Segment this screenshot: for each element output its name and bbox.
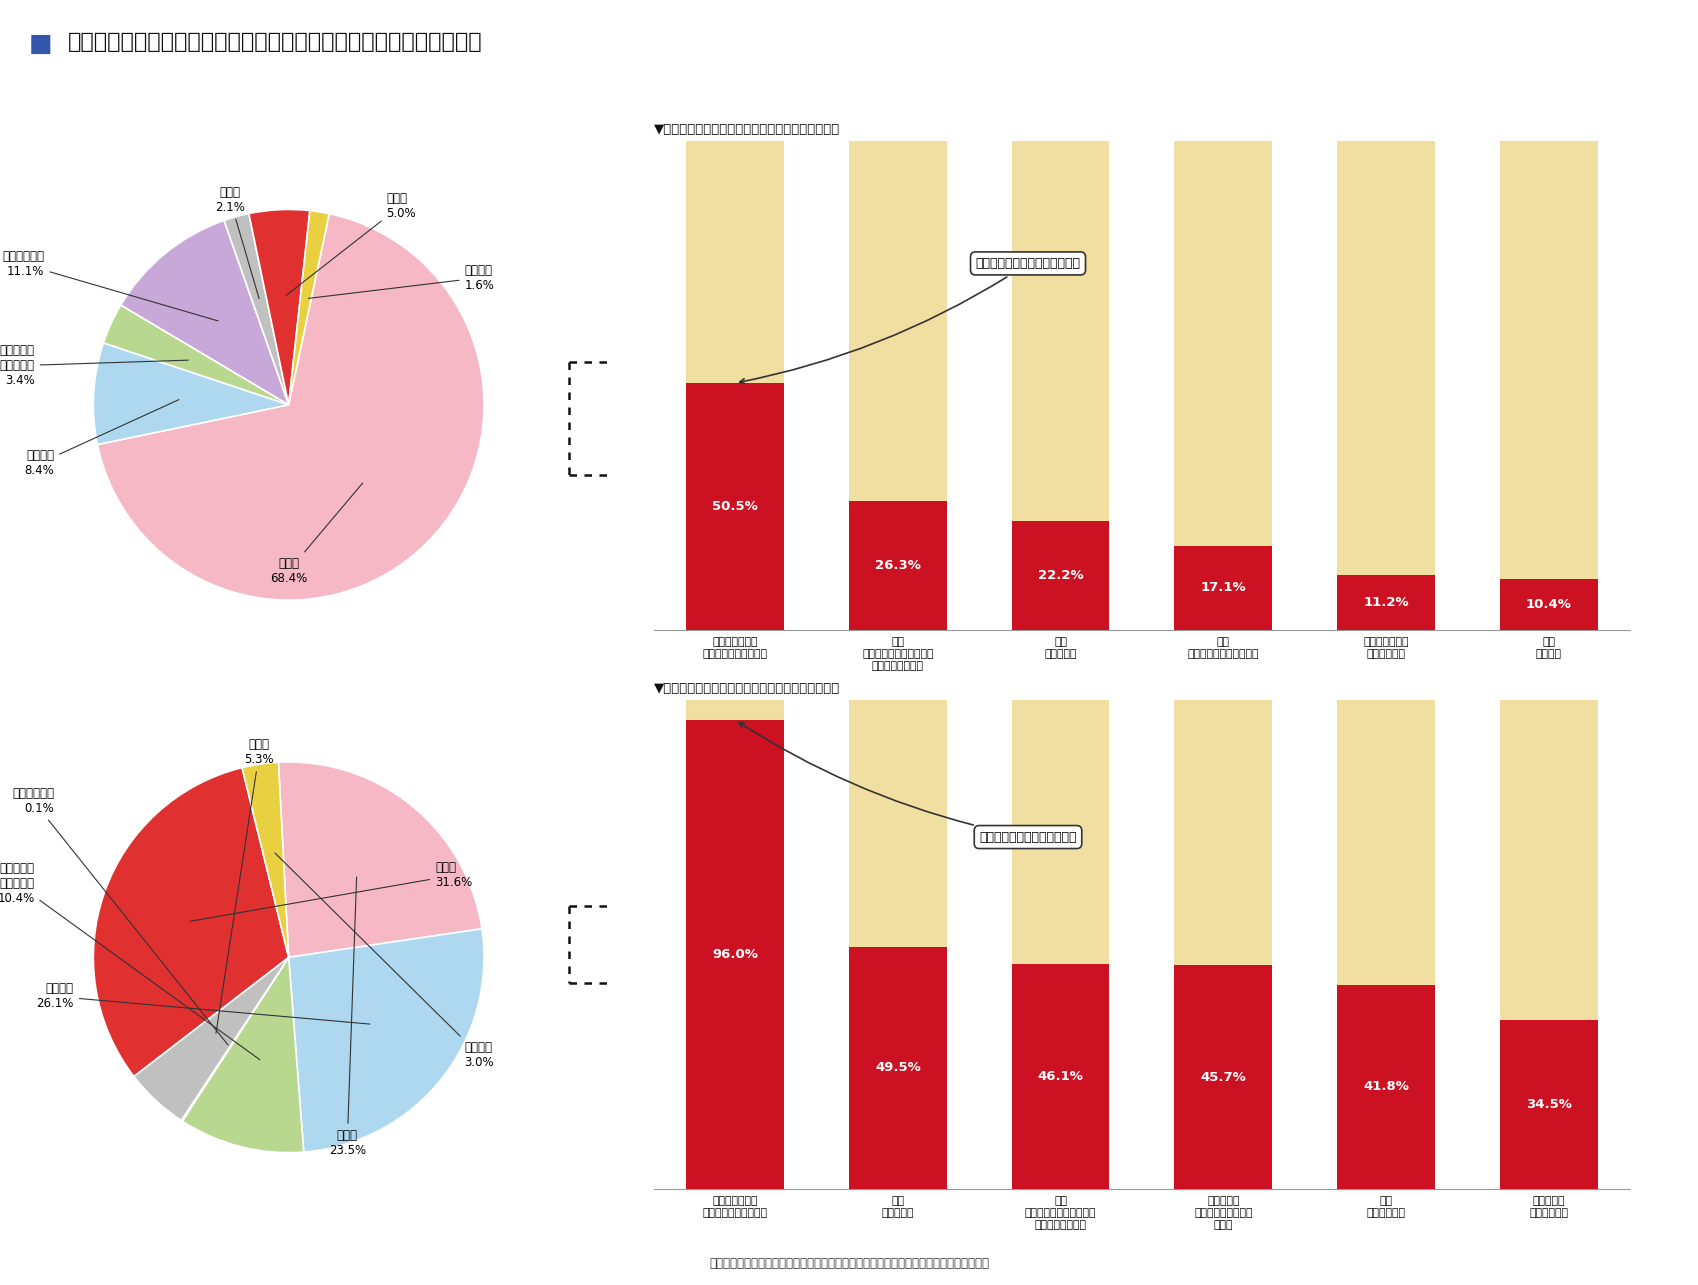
Bar bbox=[1012, 700, 1109, 1189]
Text: 49.5%: 49.5% bbox=[874, 1061, 920, 1074]
Wedge shape bbox=[278, 762, 482, 957]
Bar bbox=[686, 383, 784, 630]
Bar bbox=[849, 700, 947, 1189]
Text: 41.8%: 41.8% bbox=[1363, 1081, 1409, 1094]
Wedge shape bbox=[289, 211, 329, 405]
Text: 高校既卒
8.4%: 高校既卒 8.4% bbox=[24, 400, 178, 477]
Text: 17.1%: 17.1% bbox=[1200, 581, 1246, 595]
Bar bbox=[1175, 700, 1272, 1189]
Bar bbox=[686, 141, 784, 630]
Wedge shape bbox=[121, 221, 289, 405]
FancyBboxPatch shape bbox=[596, 645, 1671, 1218]
Text: 26.3%: 26.3% bbox=[874, 559, 920, 572]
Wedge shape bbox=[182, 957, 304, 1153]
Text: 大学卒
5.0%: 大学卒 5.0% bbox=[285, 191, 416, 296]
Text: その他
2.1%: その他 2.1% bbox=[216, 186, 260, 298]
Bar bbox=[1012, 522, 1109, 630]
Wedge shape bbox=[93, 343, 289, 445]
Text: 11.2%: 11.2% bbox=[1363, 596, 1409, 609]
Text: 高校既卒
26.1%: 高校既卒 26.1% bbox=[36, 983, 370, 1024]
Text: 大学中退
1.6%: 大学中退 1.6% bbox=[309, 263, 494, 298]
Wedge shape bbox=[243, 762, 289, 957]
Wedge shape bbox=[289, 929, 484, 1153]
Bar bbox=[849, 501, 947, 630]
Bar bbox=[1499, 578, 1598, 630]
Text: ■: ■ bbox=[29, 32, 53, 57]
Wedge shape bbox=[93, 767, 289, 1077]
Bar bbox=[1499, 1020, 1598, 1189]
Wedge shape bbox=[224, 213, 289, 405]
Text: 10.4%: 10.4% bbox=[1527, 598, 1572, 610]
Bar bbox=[849, 947, 947, 1189]
Text: 専門学校入学者の主な出身学歴層と「キャリア進学者」の分野内割合: 専門学校入学者の主な出身学歴層と「キャリア進学者」の分野内割合 bbox=[68, 32, 482, 53]
Text: 96.0%: 96.0% bbox=[711, 948, 757, 961]
Wedge shape bbox=[97, 213, 484, 600]
Bar bbox=[686, 720, 784, 1189]
Text: 22.2%: 22.2% bbox=[1037, 569, 1083, 582]
Text: 短期大学・
専門学校卒
10.4%: 短期大学・ 専門学校卒 10.4% bbox=[0, 862, 260, 1060]
Text: （資料：東京都専修学校各種学校協会「平成２６年度専修学校各種学校調査統計資料」）: （資料：東京都専修学校各種学校協会「平成２６年度専修学校各種学校調査統計資料」） bbox=[710, 1257, 988, 1270]
Bar bbox=[1175, 141, 1272, 630]
Text: 34.5%: 34.5% bbox=[1527, 1097, 1572, 1112]
Text: 高校卒
68.4%: 高校卒 68.4% bbox=[270, 483, 363, 585]
Text: 45.7%: 45.7% bbox=[1200, 1070, 1246, 1083]
Text: 大学卒
31.6%: 大学卒 31.6% bbox=[190, 861, 472, 921]
Text: 在籍者はほぼ全員「大学卒」: 在籍者はほぼ全員「大学卒」 bbox=[739, 722, 1077, 843]
Bar bbox=[1336, 700, 1435, 1189]
Text: 在籍者の半数以上が「大学卒」: 在籍者の半数以上が「大学卒」 bbox=[740, 257, 1080, 384]
Text: 高校卒
23.5%: 高校卒 23.5% bbox=[329, 876, 365, 1156]
Bar bbox=[1499, 141, 1598, 630]
Text: 昼間部: 昼間部 bbox=[93, 131, 126, 149]
Text: 大学中退
3.0%: 大学中退 3.0% bbox=[275, 853, 494, 1069]
Bar bbox=[1175, 546, 1272, 630]
Bar bbox=[1336, 141, 1435, 630]
Text: 夜間部: 夜間部 bbox=[93, 703, 126, 721]
FancyBboxPatch shape bbox=[596, 86, 1671, 659]
Text: 50.5%: 50.5% bbox=[711, 500, 757, 513]
Text: 46.1%: 46.1% bbox=[1037, 1069, 1083, 1082]
Bar bbox=[1012, 141, 1109, 630]
Wedge shape bbox=[182, 957, 289, 1121]
Wedge shape bbox=[250, 209, 311, 405]
Text: 外国人留学生
11.1%: 外国人留学生 11.1% bbox=[2, 251, 217, 321]
Bar bbox=[1336, 574, 1435, 630]
Bar bbox=[1499, 700, 1598, 1189]
Text: 外国人留学生
0.1%: 外国人留学生 0.1% bbox=[12, 788, 228, 1045]
Bar bbox=[1175, 965, 1272, 1189]
Bar bbox=[849, 141, 947, 630]
Wedge shape bbox=[134, 957, 289, 1121]
Text: その他
5.3%: その他 5.3% bbox=[216, 739, 273, 1033]
Bar bbox=[686, 700, 784, 1189]
Text: ▼入学者に占める「大学卒業者」が多い上位６系統: ▼入学者に占める「大学卒業者」が多い上位６系統 bbox=[654, 123, 841, 136]
Bar bbox=[1336, 984, 1435, 1189]
Bar bbox=[1012, 964, 1109, 1189]
Text: 短期大学・
専門学校卒
3.4%: 短期大学・ 専門学校卒 3.4% bbox=[0, 344, 188, 387]
Wedge shape bbox=[104, 305, 289, 405]
Text: ▼入学者に占める「大学卒業者」が多い上位６系統: ▼入学者に占める「大学卒業者」が多い上位６系統 bbox=[654, 682, 841, 695]
